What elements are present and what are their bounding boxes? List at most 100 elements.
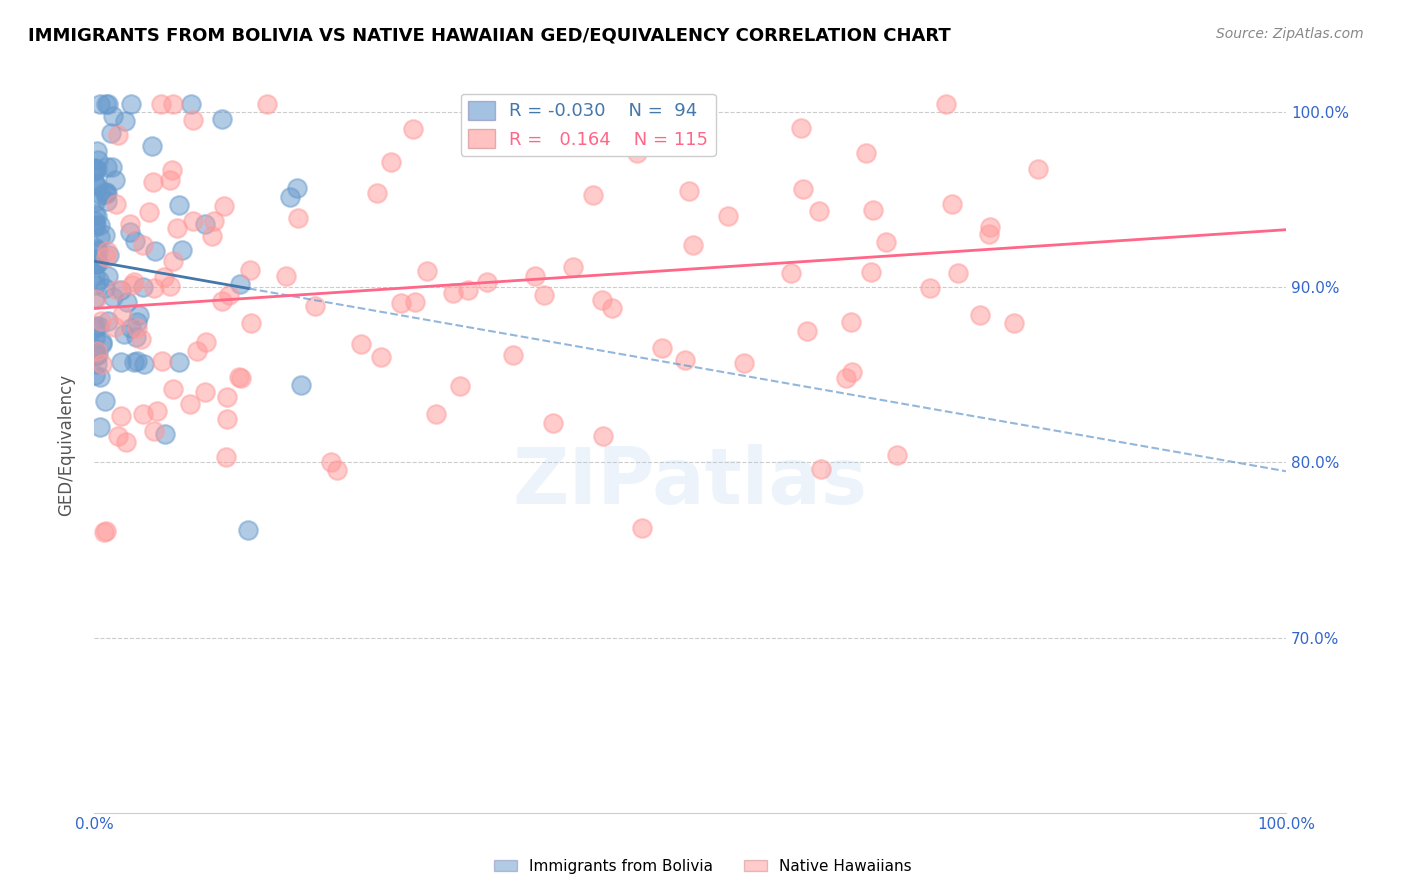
Legend: R = -0.030    N =  94, R =   0.164    N = 115: R = -0.030 N = 94, R = 0.164 N = 115: [461, 94, 716, 156]
Point: [350, 337, 373, 351]
Point: [155, 426, 177, 441]
Point: [969, 308, 991, 322]
Point: [562, 260, 585, 275]
Text: Source: ZipAtlas.com: Source: ZipAtlas.com: [1216, 27, 1364, 41]
Point: [979, 219, 1001, 234]
Point: [941, 196, 963, 211]
Point: [194, 384, 217, 399]
Point: [415, 264, 437, 278]
Point: [125, 315, 148, 329]
Point: [84, 257, 107, 271]
Point: [84, 318, 107, 333]
Point: [89, 96, 111, 111]
Point: [86, 153, 108, 167]
Point: [86, 209, 108, 223]
Point: [256, 96, 278, 111]
Point: [475, 276, 498, 290]
Point: [142, 281, 165, 295]
Point: [682, 237, 704, 252]
Point: [84, 241, 107, 255]
Point: [179, 397, 201, 411]
Point: [172, 244, 194, 258]
Point: [276, 269, 298, 284]
Point: [131, 332, 153, 346]
Point: [600, 301, 623, 315]
Point: [142, 175, 165, 189]
Point: [112, 326, 135, 341]
Point: [97, 248, 120, 262]
Point: [402, 121, 425, 136]
Point: [218, 288, 240, 302]
Point: [90, 314, 112, 328]
Point: [84, 177, 107, 191]
Point: [84, 195, 107, 210]
Point: [94, 185, 117, 199]
Point: [89, 420, 111, 434]
Point: [162, 382, 184, 396]
Point: [859, 264, 882, 278]
Point: [103, 290, 125, 304]
Point: [143, 244, 166, 259]
Point: [115, 435, 138, 450]
Point: [110, 409, 132, 424]
Point: [215, 390, 238, 404]
Point: [502, 348, 524, 362]
Point: [875, 235, 897, 249]
Point: [201, 228, 224, 243]
Point: [104, 173, 127, 187]
Point: [630, 521, 652, 535]
Point: [84, 277, 107, 292]
Point: [835, 371, 858, 385]
Point: [626, 145, 648, 160]
Point: [231, 370, 253, 384]
Point: [121, 278, 143, 293]
Point: [84, 207, 107, 221]
Point: [319, 454, 342, 468]
Point: [100, 126, 122, 140]
Point: [84, 331, 107, 345]
Point: [122, 275, 145, 289]
Point: [162, 253, 184, 268]
Point: [114, 114, 136, 128]
Point: [84, 219, 107, 234]
Point: [89, 369, 111, 384]
Point: [236, 523, 259, 537]
Point: [239, 316, 262, 330]
Point: [111, 308, 134, 322]
Point: [84, 343, 107, 357]
Point: [212, 199, 235, 213]
Point: [96, 244, 118, 258]
Point: [796, 325, 818, 339]
Point: [100, 160, 122, 174]
Point: [948, 267, 970, 281]
Point: [124, 234, 146, 248]
Point: [104, 319, 127, 334]
Point: [120, 320, 142, 334]
Point: [86, 179, 108, 194]
Point: [855, 146, 877, 161]
Point: [84, 161, 107, 176]
Point: [425, 407, 447, 421]
Point: [115, 295, 138, 310]
Point: [214, 450, 236, 464]
Point: [84, 252, 107, 267]
Y-axis label: GED/Equivalency: GED/Equivalency: [58, 374, 75, 516]
Point: [194, 217, 217, 231]
Point: [792, 182, 814, 196]
Point: [87, 318, 110, 333]
Point: [862, 203, 884, 218]
Point: [524, 269, 547, 284]
Point: [89, 219, 111, 233]
Point: [370, 351, 392, 365]
Point: [211, 112, 233, 126]
Point: [651, 341, 673, 355]
Point: [86, 144, 108, 158]
Point: [717, 209, 740, 223]
Point: [132, 237, 155, 252]
Point: [86, 348, 108, 362]
Point: [84, 244, 107, 258]
Point: [87, 256, 110, 270]
Point: [132, 279, 155, 293]
Point: [166, 220, 188, 235]
Point: [84, 256, 107, 270]
